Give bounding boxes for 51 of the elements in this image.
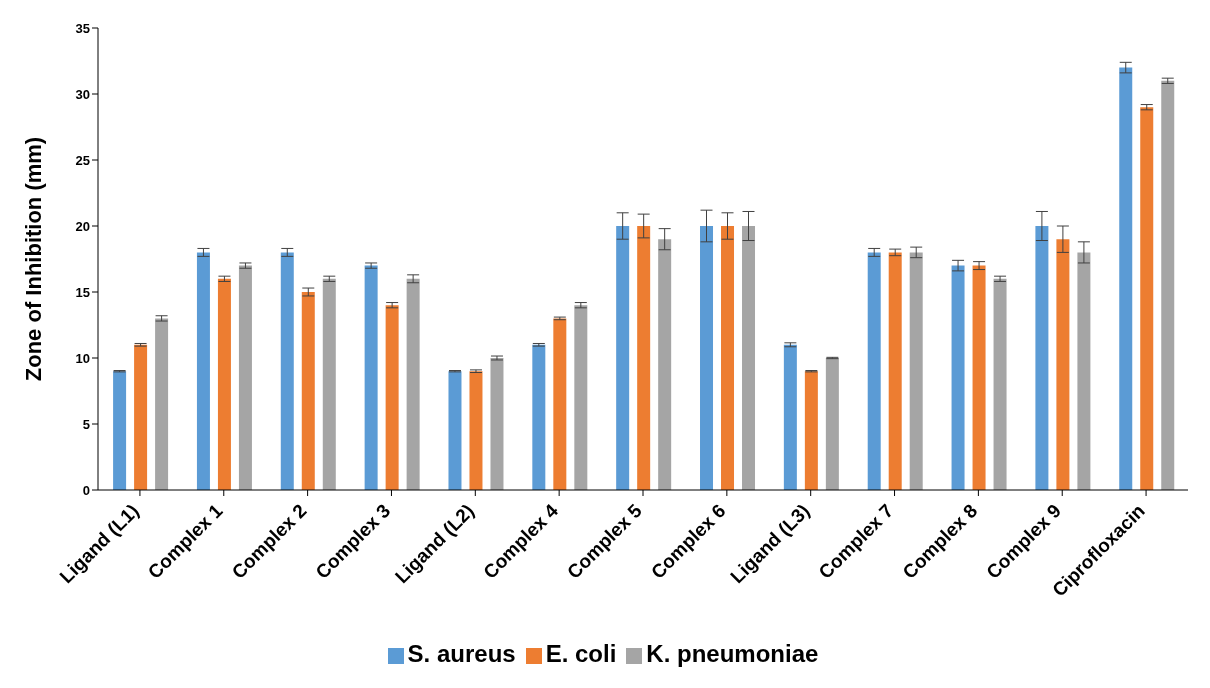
y-tick-label: 0 — [82, 482, 90, 498]
bar — [196, 252, 210, 490]
bar — [742, 226, 756, 490]
bar — [134, 344, 148, 490]
y-tick-label: 20 — [75, 218, 90, 234]
legend-label: K. pneumoniae — [646, 640, 819, 667]
bar — [616, 226, 630, 490]
bar — [238, 265, 252, 490]
y-axis-title: Zone of Inhibition (mm) — [20, 136, 46, 382]
bar — [1035, 226, 1049, 490]
bar — [113, 371, 127, 490]
bar — [1056, 239, 1070, 490]
bar — [700, 226, 714, 490]
bar — [1140, 107, 1154, 490]
legend-label: S. aureus — [407, 640, 516, 667]
bar — [1077, 252, 1091, 490]
bar — [658, 239, 672, 490]
bar — [217, 278, 231, 490]
bar — [909, 252, 923, 490]
bar — [867, 252, 881, 490]
bar — [783, 344, 797, 490]
y-tick-label: 5 — [82, 416, 90, 432]
bar — [280, 252, 294, 490]
bar — [804, 371, 818, 490]
bar — [574, 305, 588, 490]
bar — [448, 371, 462, 490]
bar — [1119, 67, 1133, 490]
bar — [406, 278, 420, 490]
bar — [553, 318, 567, 490]
bar — [322, 278, 336, 490]
y-tick-label: 25 — [75, 152, 90, 168]
bar — [972, 265, 986, 490]
y-tick-label: 35 — [75, 20, 90, 36]
bar — [301, 292, 315, 490]
bar — [637, 226, 651, 490]
bar — [469, 371, 483, 490]
bar — [155, 318, 169, 490]
bar — [825, 358, 839, 490]
bar — [490, 358, 504, 490]
bar — [993, 278, 1007, 490]
bar — [532, 344, 546, 490]
y-tick-label: 15 — [75, 284, 90, 300]
y-tick-label: 10 — [75, 350, 90, 366]
legend-label: E. coli — [545, 640, 617, 667]
bar — [1161, 80, 1175, 490]
bar — [385, 305, 399, 490]
bar — [951, 265, 965, 490]
bar — [721, 226, 735, 490]
bar — [888, 252, 902, 490]
y-tick-label: 30 — [75, 86, 90, 102]
bar — [364, 265, 378, 490]
